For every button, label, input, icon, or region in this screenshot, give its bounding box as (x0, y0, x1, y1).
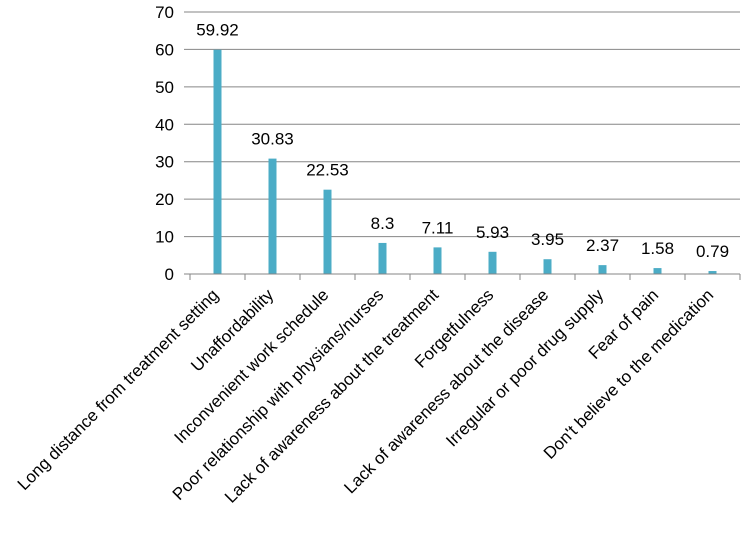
data-label: 7.11 (422, 218, 454, 237)
data-label: 5.93 (476, 223, 509, 242)
y-tick-label: 30 (155, 153, 174, 172)
bar (488, 251, 497, 274)
data-label: 30.83 (251, 130, 294, 149)
y-tick-label: 60 (155, 40, 174, 59)
category-labels: Long distance from treatment settingUnaf… (14, 285, 718, 507)
data-label: 0.79 (696, 242, 729, 261)
data-label: 59.92 (196, 21, 239, 40)
category-label: Long distance from treatment setting (14, 285, 223, 494)
bars (213, 49, 717, 275)
bar (653, 268, 662, 274)
y-tick-label: 0 (165, 265, 174, 284)
category-label: Lack of awareness about the disease (340, 285, 552, 497)
bar (323, 189, 332, 274)
y-tick-label: 70 (155, 3, 174, 22)
data-labels: 59.92 30.83 22.53 8.3 7.11 5.93 3.95 2.37 1.58 0.… (196, 21, 729, 261)
y-tick-label: 40 (155, 115, 174, 134)
gridlines (184, 11, 740, 275)
data-label: 1.58 (641, 239, 674, 258)
data-label: 2.37 (586, 236, 619, 255)
y-tick-label: 50 (155, 78, 174, 97)
bar (433, 247, 442, 274)
data-label: 3.95 (531, 230, 564, 249)
bar (598, 265, 607, 274)
data-label: 8.3 (371, 214, 395, 233)
y-axis-ticks: 0 10 20 30 40 50 60 70 (155, 3, 174, 284)
bar (268, 158, 277, 274)
bar (543, 259, 552, 274)
y-tick-label: 10 (155, 228, 174, 247)
y-tick-label: 20 (155, 190, 174, 209)
bar (708, 271, 717, 274)
data-label: 22.53 (306, 161, 349, 180)
x-axis (184, 273, 741, 280)
bar (378, 242, 387, 274)
bar (213, 49, 222, 275)
